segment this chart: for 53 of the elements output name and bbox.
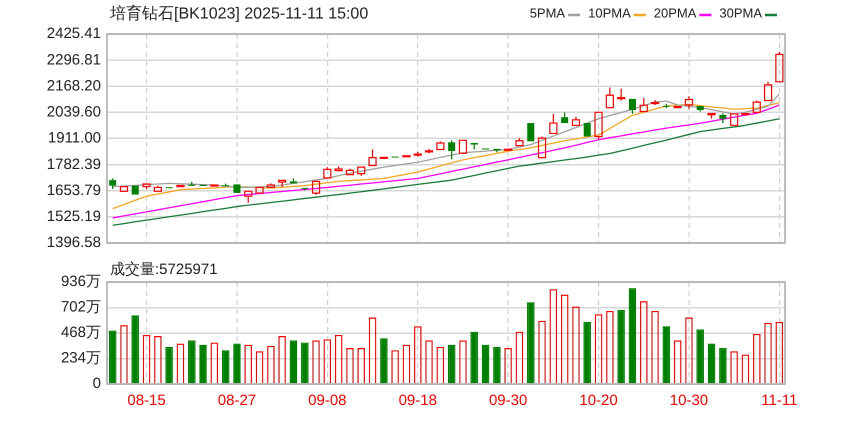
- candlestick: [617, 88, 626, 102]
- candlestick: [730, 113, 738, 126]
- candlestick: [741, 112, 750, 116]
- candlestick: [176, 184, 185, 188]
- legend-label: 5PMA: [530, 6, 566, 21]
- y-tick-label: 234万: [60, 350, 101, 367]
- candlestick: [584, 123, 591, 136]
- y-tick-label: 2425.41: [46, 25, 101, 42]
- candlestick: [448, 140, 456, 160]
- candlestick: [458, 140, 468, 154]
- candlestick: [222, 182, 230, 186]
- candlestick: [334, 166, 343, 172]
- x-tick-label: 10-30: [670, 392, 708, 410]
- candlestick: [278, 180, 286, 188]
- candlestick: [210, 184, 218, 187]
- y-tick-label: 2168.20: [46, 77, 101, 94]
- candlestick: [109, 178, 116, 190]
- y-tick-label: 1782.39: [46, 156, 101, 173]
- x-tick-label: 08-15: [127, 392, 166, 410]
- candlestick: [255, 186, 264, 194]
- candlestick: [470, 142, 478, 150]
- candlestick: [244, 190, 252, 204]
- chart-title: 成交量:5725971: [110, 261, 218, 278]
- x-tick-label: 09-08: [308, 392, 347, 410]
- candlestick: [561, 112, 568, 124]
- candlestick: [357, 166, 366, 176]
- y-tick-label: 1525.19: [46, 208, 101, 226]
- y-tick-label: 0: [92, 375, 101, 392]
- candlestick: [233, 184, 240, 193]
- candlestick: [380, 156, 388, 160]
- x-tick-label: 09-18: [398, 392, 437, 410]
- y-tick-label: 702万: [60, 298, 101, 316]
- legend-label: 30PMA: [719, 6, 762, 21]
- y-tick-label: 468万: [60, 324, 101, 342]
- candlestick: [549, 113, 558, 134]
- x-tick-label: 08-27: [218, 392, 256, 410]
- chart-title: 培育钻石[BK1023] 2025-11-11 15:00: [109, 4, 368, 22]
- y-tick-label: 1653.79: [46, 182, 101, 199]
- y-tick-label: 936万: [60, 273, 101, 290]
- candlestick: [188, 181, 196, 186]
- x-tick-label: 09-30: [488, 392, 528, 410]
- legend-label: 10PMA: [588, 6, 632, 21]
- candlestick: [120, 186, 128, 192]
- candlestick: [696, 106, 704, 112]
- y-tick-label: 1396.58: [46, 234, 101, 252]
- x-tick-label: 11-11: [761, 392, 798, 410]
- x-tick-label: 10-20: [579, 392, 618, 410]
- candlestick: [640, 97, 648, 112]
- legend-label: 20PMA: [654, 6, 697, 21]
- candlestick: [527, 123, 534, 142]
- y-tick-label: 2296.81: [46, 51, 101, 68]
- y-tick-label: 1911.00: [48, 130, 101, 147]
- y-tick-label: 2039.60: [46, 104, 101, 121]
